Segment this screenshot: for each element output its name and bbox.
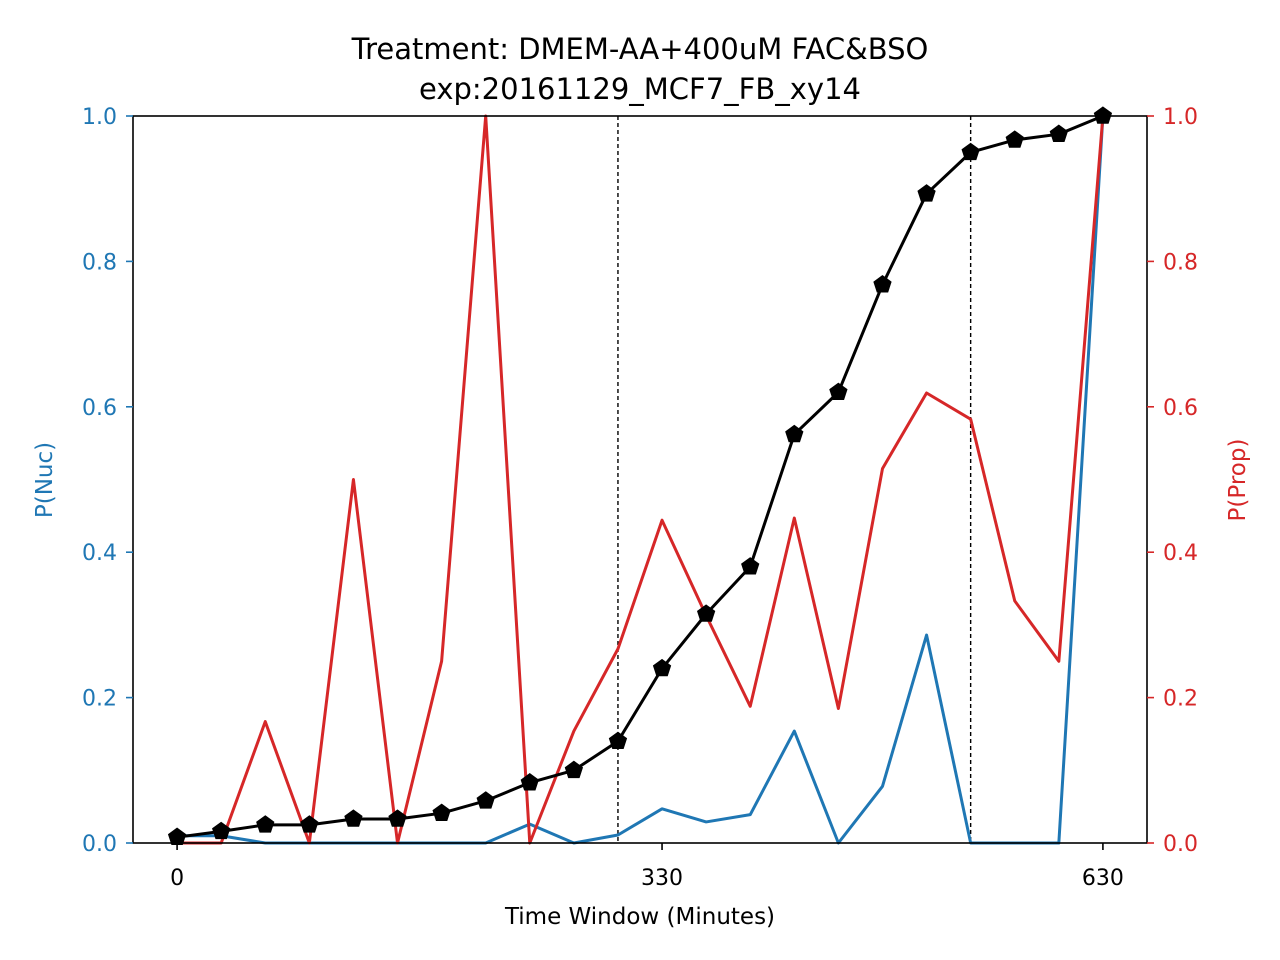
series-2-point-16: [873, 275, 892, 293]
series-2-point-11: [652, 658, 672, 677]
series-2-point-6: [432, 803, 451, 821]
plot-marks: [167, 106, 1113, 845]
series-line-2: [176, 114, 1104, 839]
y-tick-label-right-2: 0.4: [1163, 541, 1198, 566]
series-2-point-3: [300, 815, 319, 833]
x-axis-label: Time Window (Minutes): [504, 904, 775, 930]
y-tick-label-right-4: 0.8: [1163, 250, 1198, 275]
axes: 0 330 630 0.0 0.2 0.4 0.6 0.8 1.0 0.0 0.2 0.4 0.6 0.8…: [82, 105, 1198, 891]
y-tick-label-right-1: 0.2: [1163, 687, 1198, 712]
series-2-point-5: [388, 809, 407, 827]
y-axis-label-right: P(Prop): [1225, 439, 1251, 522]
y-axis-label-left: P(Nuc): [32, 442, 58, 518]
series-2-point-20: [1049, 124, 1068, 142]
series-2-point-13: [741, 557, 760, 575]
chart-title: Treatment: DMEM-AA+400uM FAC&BSO: [351, 32, 929, 66]
y-tick-label-right-3: 0.6: [1163, 396, 1198, 421]
plot-frame: [132, 115, 1148, 844]
y-tick-label-left-0: 0.0: [82, 832, 117, 857]
series-2-point-12: [696, 604, 716, 622]
chart-subtitle: exp:20161129_MCF7_FB_xy14: [419, 72, 861, 106]
series-2-point-17: [917, 184, 936, 202]
series-2-point-9: [564, 760, 584, 779]
series-2-point-0: [167, 827, 187, 845]
y-tick-label-right-5: 1.0: [1163, 105, 1198, 130]
y-tick-label-left-3: 0.6: [82, 396, 117, 421]
series-2-point-21: [1093, 106, 1113, 124]
series-2-point-4: [344, 809, 363, 827]
series-2-point-8: [520, 773, 539, 791]
series-2-point-1: [212, 821, 231, 840]
y-tick-label-left-4: 0.8: [82, 250, 117, 275]
y-tick-label-left-2: 0.4: [82, 541, 117, 566]
series-2-point-19: [1005, 130, 1024, 148]
series-2-point-7: [476, 791, 495, 809]
series-2-point-10: [608, 731, 628, 749]
x-tick-label-1: 330: [641, 866, 683, 891]
y-tick-label-left-1: 0.2: [82, 687, 117, 712]
series-2-point-18: [961, 142, 980, 161]
series-line-1: [177, 114, 1105, 845]
x-tick-label-0: 0: [170, 866, 184, 891]
y-tick-label-left-5: 1.0: [82, 105, 117, 130]
x-tick-label-2: 630: [1082, 866, 1124, 891]
series-line-0: [177, 115, 1105, 845]
series-2-point-15: [829, 382, 848, 401]
series-2-point-2: [256, 815, 275, 833]
y-tick-label-right-0: 0.0: [1163, 832, 1198, 857]
series-2-point-14: [785, 424, 804, 443]
